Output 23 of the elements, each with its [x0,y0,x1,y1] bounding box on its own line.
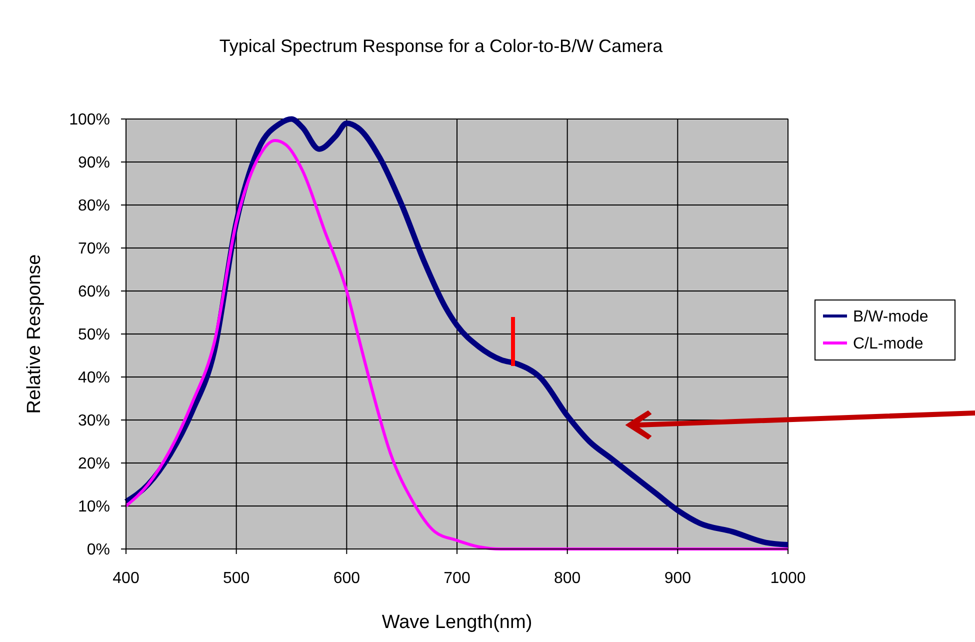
y-tick-label: 60% [78,284,110,301]
legend-label: B/W-mode [853,308,928,326]
x-tick-label: 900 [664,570,692,587]
y-tick-label: 20% [78,456,110,473]
y-tick-label: 30% [78,412,110,430]
y-tick-label: 70% [78,240,110,258]
x-tick-label: 400 [112,570,140,587]
x-tick-label: 500 [222,570,250,587]
x-tick-label: 1000 [770,570,806,587]
y-tick-label: 50% [78,326,110,344]
legend-label: C/L-mode [853,336,924,353]
x-tick-label: 600 [333,570,360,587]
x-tick-label: 700 [444,570,470,587]
y-tick-label: 80% [78,198,110,215]
y-tick-label: 10% [78,498,110,516]
x-axis-title: Wave Length(nm) [382,612,532,633]
chart-title: Typical Spectrum Response for a Color-to-B/W Camera [219,36,664,56]
y-tick-label: 40% [78,370,110,387]
x-tick-label: 800 [554,570,581,587]
y-tick-label: 90% [78,154,110,172]
y-axis-title: Relative Response [24,254,45,414]
y-tick-label: 100% [69,112,110,129]
y-tick-label: 0% [86,542,110,559]
